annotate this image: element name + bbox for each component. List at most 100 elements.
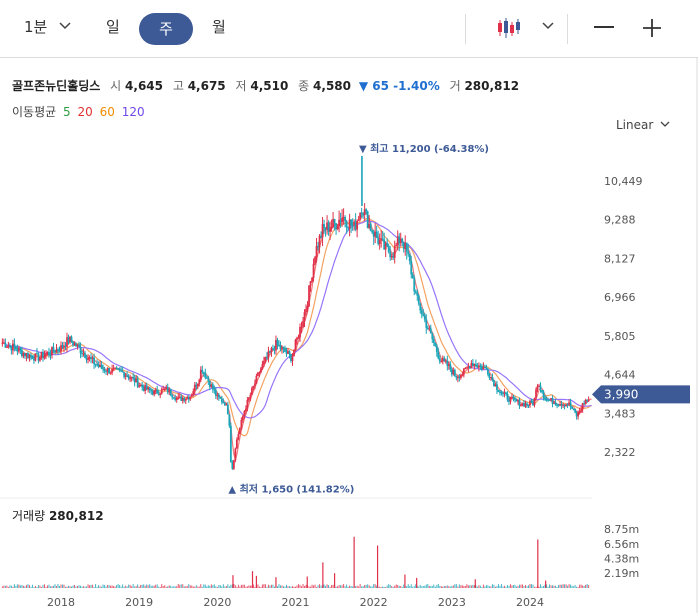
candle-body <box>321 224 324 238</box>
ma60-line <box>2 217 592 437</box>
candle-body <box>25 353 28 357</box>
candle-body <box>392 256 395 258</box>
candle-body <box>13 343 16 348</box>
candle-body <box>281 347 283 350</box>
candle-body <box>344 217 347 222</box>
candle-body <box>544 397 546 400</box>
candle-body <box>471 363 474 367</box>
candlestick-icon[interactable] <box>496 16 522 44</box>
candle-body <box>183 398 186 401</box>
candle-body <box>220 398 223 403</box>
candle-body <box>458 377 461 379</box>
candle-body <box>305 309 307 313</box>
candle-body <box>536 386 539 390</box>
candle-body <box>172 397 175 399</box>
candle-body <box>512 396 515 399</box>
candle-body <box>66 337 68 347</box>
candle-body <box>138 385 141 387</box>
volume-title-value: 280,812 <box>48 509 104 523</box>
candle-body <box>329 228 331 232</box>
candle-body <box>320 235 322 238</box>
candle-body <box>255 375 258 384</box>
candle-body <box>560 404 563 406</box>
tab-week[interactable]: 주 <box>139 13 193 45</box>
candle-body <box>303 312 306 322</box>
candle-body <box>452 369 455 375</box>
candle-body <box>484 367 486 369</box>
candle-body <box>538 385 540 387</box>
chevron-down-icon[interactable] <box>59 18 71 36</box>
candle-body <box>556 404 558 406</box>
candle-body <box>327 222 330 232</box>
candle-body <box>399 238 402 244</box>
candle-body <box>405 242 408 252</box>
ma120-line <box>2 220 592 419</box>
candle-body <box>368 223 371 228</box>
interval-select[interactable]: 1분 <box>24 18 48 36</box>
candle-body <box>1 342 4 344</box>
candle-body <box>275 339 277 351</box>
candle-body <box>369 223 372 231</box>
zoom-in-button[interactable] <box>641 17 663 43</box>
candle-body <box>515 399 518 402</box>
candle-body <box>249 394 252 398</box>
candle-body <box>27 353 29 358</box>
candle-body <box>91 357 94 359</box>
tab-month[interactable]: 월 <box>212 18 226 36</box>
candle-body <box>583 403 586 405</box>
moving-average-legend[interactable]: 이동평균 5 20 60 120 <box>12 103 145 120</box>
candle-body <box>563 404 566 407</box>
candle-body <box>485 367 488 370</box>
candle-body <box>461 374 464 376</box>
candle-body <box>366 211 369 228</box>
candle-body <box>10 345 13 351</box>
candle-body <box>199 369 202 380</box>
candle-body <box>470 363 473 369</box>
candle-body <box>362 214 365 216</box>
open-value: 4,645 <box>125 79 163 93</box>
candle-body <box>174 398 177 400</box>
candle-body <box>129 378 132 380</box>
candle-body <box>377 237 380 244</box>
candle-body <box>335 223 337 230</box>
candle-body <box>465 367 468 369</box>
candle-body <box>459 375 462 378</box>
x-tick-label: 2022 <box>360 596 388 609</box>
candle-body <box>60 345 62 352</box>
candle-body <box>553 402 555 404</box>
candle-body <box>106 367 109 372</box>
candle-body <box>213 389 216 391</box>
candle-body <box>408 253 411 262</box>
volume-label: 거 <box>449 79 461 93</box>
ma120-label: 120 <box>121 105 145 119</box>
tab-day[interactable]: 일 <box>106 18 120 36</box>
x-tick-label: 2023 <box>438 596 466 609</box>
candle-body <box>347 227 350 229</box>
candle-body <box>73 343 76 346</box>
close-label: 종 <box>298 79 310 93</box>
y-tick-label: 9,288 <box>604 214 636 227</box>
candle-body <box>168 389 171 393</box>
candle-body <box>100 364 103 369</box>
scale-mode-select[interactable]: Linear <box>616 118 670 132</box>
candle-body <box>572 408 575 410</box>
candle-body <box>266 357 268 359</box>
candle-body <box>5 346 8 348</box>
candle-body <box>166 386 169 393</box>
chart-type-chevron-icon[interactable] <box>542 18 554 36</box>
candle-body <box>7 345 10 347</box>
candle-body <box>284 348 286 353</box>
candle-body <box>112 368 115 370</box>
candle-body <box>118 369 121 371</box>
zoom-out-button[interactable] <box>594 26 614 28</box>
volume-value: 280,812 <box>464 79 520 93</box>
candle-body <box>153 390 156 395</box>
candle-body <box>363 209 366 216</box>
candle-body <box>518 399 521 407</box>
candle-body <box>196 383 199 387</box>
min-label: ▲ 최저 1,650 (141.82%) <box>228 482 354 495</box>
candle-body <box>148 387 151 390</box>
candle-body <box>93 357 95 365</box>
candle-body <box>231 462 234 469</box>
